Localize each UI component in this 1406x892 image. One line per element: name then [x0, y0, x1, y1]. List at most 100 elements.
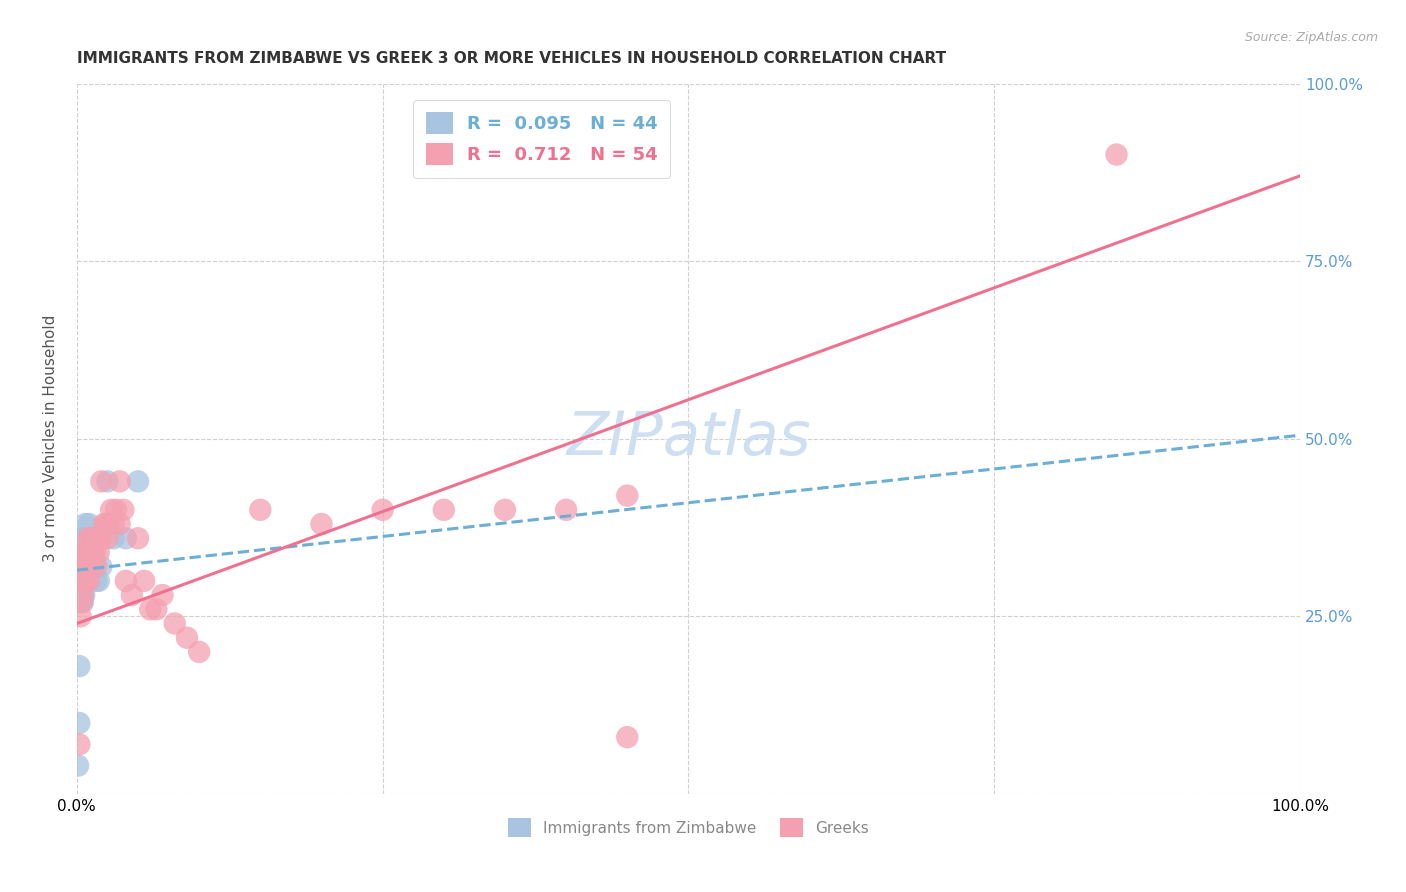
Point: [163, 616, 186, 631]
Point: [72, 595, 94, 609]
Point: [73, 559, 96, 574]
Point: [112, 503, 135, 517]
Point: [77, 545, 100, 559]
Point: [67, 758, 90, 772]
Point: [86, 574, 108, 588]
Point: [152, 588, 174, 602]
Point: [121, 588, 143, 602]
Point: [90, 559, 112, 574]
Point: [84, 545, 107, 559]
Point: [70, 559, 93, 574]
Point: [75, 516, 97, 531]
Point: [103, 531, 125, 545]
Point: [80, 559, 103, 574]
Point: [75, 545, 97, 559]
Point: [188, 645, 211, 659]
Point: [97, 516, 120, 531]
Point: [103, 516, 125, 531]
Point: [249, 503, 271, 517]
Point: [83, 559, 105, 574]
Point: [77, 574, 100, 588]
Point: [73, 588, 96, 602]
Point: [77, 531, 100, 545]
Point: [79, 531, 101, 545]
Point: [70, 545, 93, 559]
Point: [77, 559, 100, 574]
Point: [105, 503, 128, 517]
Legend: Immigrants from Zimbabwe, Greeks: Immigrants from Zimbabwe, Greeks: [502, 813, 875, 843]
Point: [87, 574, 110, 588]
Point: [70, 574, 93, 588]
Point: [67, 659, 90, 673]
Point: [311, 516, 333, 531]
Point: [72, 588, 94, 602]
Point: [108, 475, 131, 489]
Point: [72, 588, 94, 602]
Text: ZIPatlas: ZIPatlas: [567, 409, 811, 468]
Point: [69, 574, 91, 588]
Point: [69, 595, 91, 609]
Point: [77, 545, 100, 559]
Point: [176, 631, 198, 645]
Point: [76, 531, 98, 545]
Point: [69, 588, 91, 602]
Point: [93, 516, 115, 531]
Point: [83, 531, 105, 545]
Point: [70, 595, 93, 609]
Point: [73, 574, 96, 588]
Point: [75, 574, 97, 588]
Point: [72, 574, 94, 588]
Point: [73, 545, 96, 559]
Point: [371, 503, 394, 517]
Point: [114, 574, 136, 588]
Point: [69, 559, 91, 574]
Point: [73, 574, 96, 588]
Point: [75, 559, 97, 574]
Point: [69, 545, 91, 559]
Point: [1105, 147, 1128, 161]
Point: [82, 545, 104, 559]
Point: [114, 531, 136, 545]
Point: [90, 531, 112, 545]
Point: [96, 516, 118, 531]
Point: [86, 559, 108, 574]
Point: [73, 545, 96, 559]
Point: [616, 730, 638, 744]
Point: [69, 609, 91, 624]
Point: [70, 531, 93, 545]
Y-axis label: 3 or more Vehicles in Household: 3 or more Vehicles in Household: [44, 315, 58, 563]
Point: [86, 531, 108, 545]
Point: [139, 602, 162, 616]
Point: [90, 475, 112, 489]
Point: [100, 503, 122, 517]
Point: [77, 559, 100, 574]
Point: [127, 475, 149, 489]
Point: [108, 516, 131, 531]
Text: IMMIGRANTS FROM ZIMBABWE VS GREEK 3 OR MORE VEHICLES IN HOUSEHOLD CORRELATION CH: IMMIGRANTS FROM ZIMBABWE VS GREEK 3 OR M…: [77, 51, 946, 66]
Point: [72, 545, 94, 559]
Point: [127, 531, 149, 545]
Point: [76, 559, 98, 574]
Point: [80, 559, 103, 574]
Point: [555, 503, 578, 517]
Point: [77, 516, 100, 531]
Point: [494, 503, 516, 517]
Point: [96, 531, 118, 545]
Point: [134, 574, 156, 588]
Point: [70, 574, 93, 588]
Point: [72, 559, 94, 574]
Point: [75, 545, 97, 559]
Point: [72, 531, 94, 545]
Text: Source: ZipAtlas.com: Source: ZipAtlas.com: [1244, 31, 1378, 45]
Point: [77, 531, 100, 545]
Point: [76, 559, 98, 574]
Point: [82, 545, 104, 559]
Point: [145, 602, 167, 616]
Point: [67, 715, 90, 730]
Point: [96, 475, 118, 489]
Point: [433, 503, 456, 517]
Point: [77, 545, 100, 559]
Point: [67, 737, 90, 751]
Point: [72, 559, 94, 574]
Point: [79, 531, 101, 545]
